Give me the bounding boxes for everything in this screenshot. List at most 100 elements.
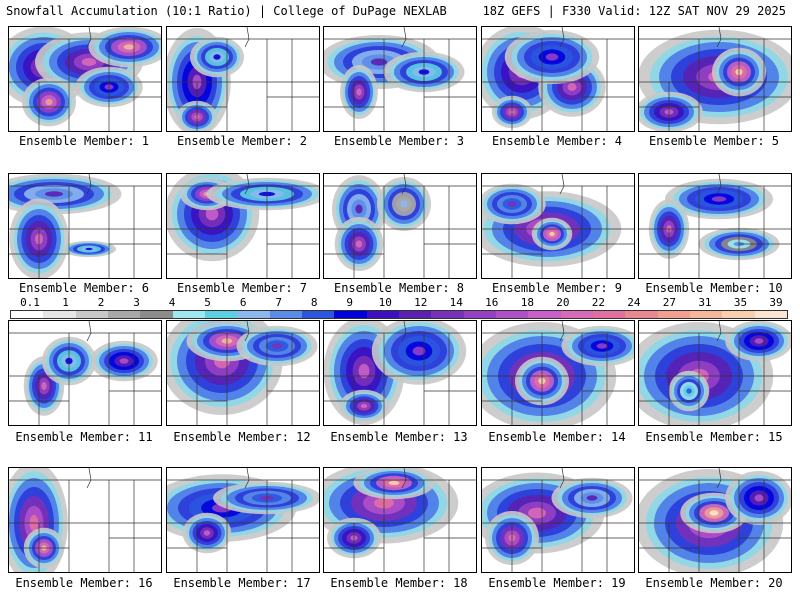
colorbar-swatch: [625, 311, 658, 318]
snowfall-map: [482, 468, 634, 572]
state-boundary: [86, 468, 92, 489]
ensemble-member-map: [8, 26, 162, 132]
ensemble-member-label: Ensemble Member: 18: [330, 576, 468, 590]
ensemble-member-label: Ensemble Member: 17: [173, 576, 311, 590]
colorbar: [10, 310, 788, 319]
colorbar-tick-label: 6: [239, 296, 247, 309]
colorbar-swatch: [107, 311, 141, 318]
colorbar-tick-label: 39: [769, 296, 783, 309]
ensemble-member-label: Ensemble Member: 5: [648, 134, 780, 148]
ensemble-member-label: Ensemble Member: 20: [645, 576, 783, 590]
snowfall-map: [324, 321, 476, 425]
state-boundary: [559, 27, 565, 48]
snowfall-contour: [507, 201, 517, 207]
colorbar-swatch: [495, 311, 529, 318]
colorbar-tick-label: 8: [310, 296, 318, 309]
snowfall-map: [9, 174, 161, 278]
snowfall-map: [482, 321, 634, 425]
snowfall-contour: [271, 343, 283, 349]
state-boundary: [86, 321, 92, 342]
colorbar-swatch: [592, 311, 626, 318]
state-boundary: [244, 174, 250, 195]
snowfall-map: [9, 321, 161, 425]
ensemble-member-map: [481, 467, 635, 573]
snowfall-map: [9, 27, 161, 131]
state-boundary: [559, 321, 565, 342]
ensemble-member-map: [323, 320, 477, 426]
colorbar-tick-label: 7: [275, 296, 282, 309]
colorbar-tick-label: 0.1: [20, 296, 40, 309]
snowfall-contour: [567, 83, 577, 91]
ensemble-member-map: [166, 26, 320, 132]
ensemble-member-map: [638, 467, 792, 573]
colorbar-swatch: [431, 311, 464, 318]
ensemble-member-map: [8, 467, 162, 573]
snowfall-contour: [754, 494, 764, 502]
state-boundary: [716, 321, 722, 342]
snowfall-contour: [545, 53, 559, 61]
snowfall-contour: [400, 200, 408, 208]
snowfall-map: [639, 174, 791, 278]
ensemble-member-label: Ensemble Member: 1: [18, 134, 150, 148]
snowfall-contour: [355, 204, 363, 214]
colorbar-swatch: [172, 311, 205, 318]
colorbar-swatch: [528, 311, 561, 318]
ensemble-member-label: Ensemble Member: 14: [488, 430, 626, 444]
ensemble-member-label: Ensemble Member: 6: [18, 281, 150, 295]
ensemble-member-map: [481, 173, 635, 279]
snowfall-map: [9, 468, 161, 572]
colorbar-tick-label: 10: [378, 296, 392, 309]
colorbar-tick-label: 1: [62, 296, 69, 309]
snowfall-map: [167, 27, 319, 131]
ensemble-member-label: Ensemble Member: 9: [491, 281, 623, 295]
colorbar-tick-label: 9: [346, 296, 354, 309]
colorbar-swatch: [754, 311, 787, 318]
snowfall-contour: [123, 44, 135, 50]
ensemble-member-label: Ensemble Member: 13: [330, 430, 468, 444]
ensemble-member-map: [481, 26, 635, 132]
ensemble-member-label: Ensemble Member: 8: [333, 281, 465, 295]
state-boundary: [401, 321, 407, 342]
snowfall-map: [167, 321, 319, 425]
ensemble-member-label: Ensemble Member: 2: [176, 134, 308, 148]
ensemble-member-label: Ensemble Member: 10: [645, 281, 783, 295]
ensemble-member-label: Ensemble Member: 4: [491, 134, 623, 148]
snowfall-contour: [754, 338, 764, 344]
snowfall-contour: [85, 247, 93, 251]
state-boundary: [716, 174, 722, 195]
snowfall-contour: [549, 231, 555, 237]
colorbar-tick-label: 14: [449, 296, 463, 309]
snowfall-map: [639, 468, 791, 572]
colorbar-swatch: [11, 311, 44, 318]
ensemble-member-map: [323, 26, 477, 132]
colorbar-tick-label: 22: [591, 296, 605, 309]
state-boundary: [559, 468, 565, 489]
ensemble-member-label: Ensemble Member: 19: [488, 576, 626, 590]
snowfall-map: [482, 27, 634, 131]
snowfall-contour: [45, 98, 53, 106]
colorbar-swatch: [43, 311, 76, 318]
ensemble-member-map: [638, 26, 792, 132]
ensemble-member-map: [166, 173, 320, 279]
state-boundary: [716, 468, 722, 489]
snowfall-contour: [213, 54, 221, 60]
colorbar-swatch: [237, 311, 270, 318]
colorbar-tick-label: 16: [485, 296, 499, 309]
snowfall-contour: [45, 191, 63, 197]
ensemble-member-map: [481, 320, 635, 426]
ensemble-member-label: Ensemble Member: 12: [173, 430, 311, 444]
state-boundary: [716, 27, 722, 48]
ensemble-member-label: Ensemble Member: 16: [15, 576, 153, 590]
ensemble-member-label: Ensemble Member: 15: [645, 430, 783, 444]
state-boundary: [401, 468, 407, 489]
colorbar-swatch: [334, 311, 367, 318]
colorbar-swatch: [463, 311, 496, 318]
colorbar-tick-label: 35: [733, 296, 748, 309]
colorbar-tick-label: 4: [168, 296, 176, 309]
colorbar-tick-label: 12: [414, 296, 428, 309]
snowfall-contour: [119, 358, 129, 364]
ensemble-member-label: Ensemble Member: 11: [15, 430, 153, 444]
ensemble-member-map: [638, 173, 792, 279]
state-boundary: [244, 27, 250, 48]
snowfall-contour: [586, 495, 598, 501]
